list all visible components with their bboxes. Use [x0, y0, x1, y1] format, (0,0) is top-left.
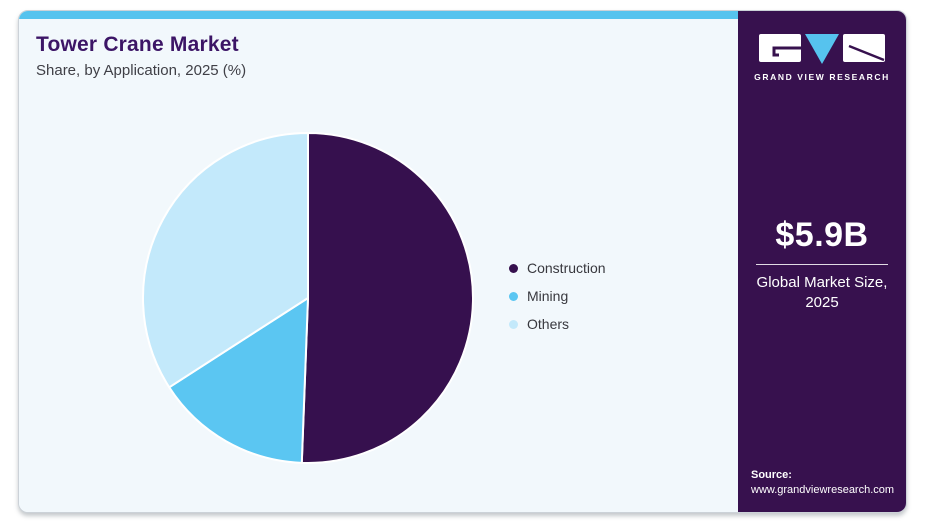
page-subtitle: Share, by Application, 2025 (%) — [36, 62, 247, 79]
market-size-value: $5.9B — [775, 216, 869, 254]
legend-item-construction: Construction — [509, 257, 606, 279]
market-size-label-line1: Global Market Size, — [756, 274, 888, 291]
brand-name: GRAND VIEW RESEARCH — [754, 72, 890, 82]
chart-panel: Tower Crane Market Share, by Application… — [19, 11, 738, 512]
legend-label: Others — [527, 316, 570, 332]
infographic-card: Tower Crane Market Share, by Application… — [18, 10, 907, 513]
pie-chart-container — [140, 130, 476, 466]
gvr-logo: GRAND VIEW RESEARCH — [738, 33, 906, 82]
legend-item-mining: Mining — [509, 285, 606, 307]
market-size-label-line2: 2025 — [805, 294, 839, 311]
pie-chart — [142, 132, 474, 464]
stat-divider — [756, 264, 888, 265]
legend-dot — [509, 291, 518, 301]
legend-label: Construction — [527, 260, 606, 276]
pie-slice-others — [142, 132, 309, 389]
source-label: Source: — [751, 469, 792, 481]
source-url-link[interactable]: www.grandviewresearch.com — [751, 484, 895, 496]
top-accent-bar — [19, 11, 738, 19]
brand-sidebar: GRAND VIEW RESEARCH $5.9B Global Market … — [738, 11, 906, 512]
legend-item-others: Others — [509, 313, 606, 335]
pie-slice-mining — [168, 297, 309, 464]
legend-label: Mining — [527, 288, 569, 304]
market-size-label: Global Market Size, 2025 — [738, 273, 906, 313]
chart-header: Tower Crane Market Share, by Application… — [36, 33, 246, 79]
source-block: Source: www.grandviewresearch.com — [751, 469, 894, 496]
gvr-logo-mark — [759, 34, 885, 64]
market-size-stat: $5.9B Global Market Size, 2025 — [738, 216, 906, 313]
legend-dot — [509, 319, 518, 329]
page-title: Tower Crane Market — [36, 33, 239, 56]
legend-dot — [509, 263, 518, 273]
pie-slice-construction — [300, 132, 474, 464]
chart-legend: Construction Mining Others — [509, 257, 606, 341]
